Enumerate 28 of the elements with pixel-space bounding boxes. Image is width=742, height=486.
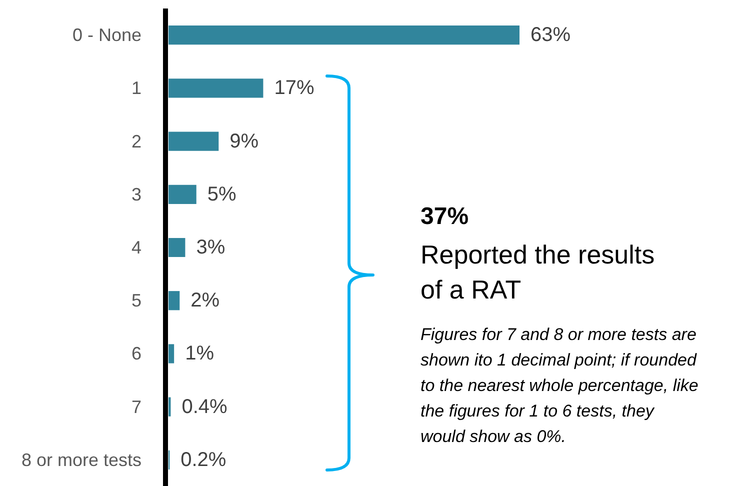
bar [168, 184, 196, 204]
bar [168, 238, 186, 258]
y-tick-label: 6 [131, 344, 142, 364]
bar [168, 132, 219, 151]
annotation: 37% [420, 203, 469, 230]
bar [168, 78, 264, 98]
data-label: 9% [230, 130, 259, 152]
data-label: 63% [530, 24, 571, 46]
data-label: 17% [274, 77, 314, 100]
y-tick-label: 5 [131, 290, 142, 311]
data-label: 0.4% [182, 396, 228, 418]
data-label: 0.2% [180, 448, 226, 471]
annotation: Reported the results of a RAT [420, 240, 655, 304]
y-tick-label: 4 [131, 238, 142, 258]
y-tick-label: 8 or more tests [21, 450, 142, 470]
data-label: 5% [207, 183, 236, 206]
y-tick-label: 7 [131, 396, 142, 417]
y-tick-label: 2 [131, 131, 142, 152]
bar [168, 291, 180, 310]
annotation: Figures for 7 and 8 or more tests are shown ito 1 decimal point; if rounded to the nearest whole percentage, like the figures for 1 to 6 tests, they would show as 0%. [420, 325, 698, 446]
y-tick-label: 1 [131, 78, 142, 98]
data-label: 2% [190, 290, 220, 312]
y-tick-label: 0 - None [72, 25, 142, 46]
bar [168, 25, 520, 45]
data-label: 3% [196, 236, 226, 258]
data-label: 1% [185, 342, 214, 365]
bar [168, 344, 174, 364]
y-tick-label: 3 [131, 184, 142, 204]
